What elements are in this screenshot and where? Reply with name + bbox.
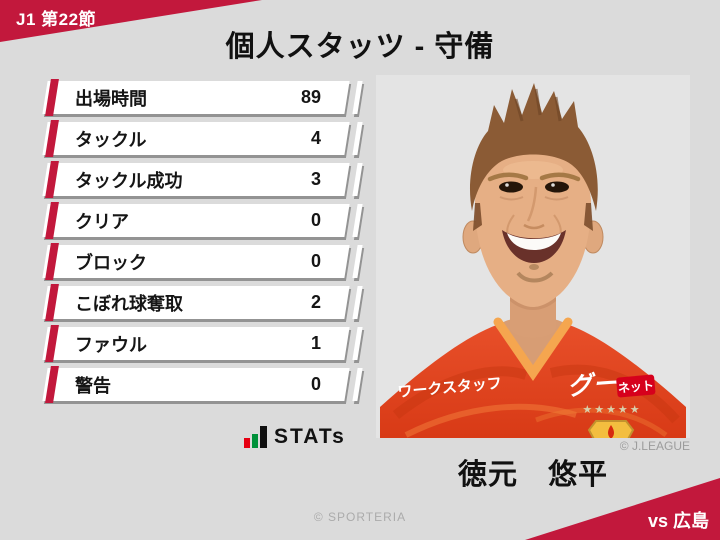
player-photo: ワークスタッフ グー ネット ★★★★★	[376, 75, 690, 438]
stat-row-content: タックル成功 3	[45, 163, 347, 196]
stat-bar-echo-strip	[352, 245, 363, 278]
stats-wordmark: STATs	[274, 425, 346, 448]
jersey-stars: ★★★★★	[582, 404, 641, 416]
stat-bar-echo-strip	[352, 286, 363, 319]
opponent-label: vs 広島	[647, 511, 709, 531]
stat-row: ファウル 1	[42, 325, 363, 362]
stat-value: 2	[310, 292, 321, 312]
stat-label: クリア	[75, 211, 129, 232]
stat-row-content: こぼれ球奪取 2	[45, 286, 347, 319]
sporteria-credit: © SPORTERIA	[313, 510, 407, 524]
stat-value: 0	[310, 374, 321, 394]
stat-row-content: ファウル 1	[45, 327, 347, 360]
bar-chart-icon-green-bar	[252, 434, 258, 448]
stat-row: 警告 0	[42, 366, 363, 403]
page-title: 個人スタッツ - 守備	[225, 31, 495, 63]
stat-label: ファウル	[75, 334, 147, 355]
player-name: 徳元 悠平	[457, 459, 608, 491]
stat-row: タックル 4	[42, 120, 363, 157]
stat-list: 出場時間 89 タックル 4 タックル成功 3 クリア 0	[42, 79, 363, 409]
jersey-sponsor-right-text: グー	[566, 369, 619, 400]
bar-chart-icon	[244, 426, 267, 448]
stat-row-content: 警告 0	[45, 368, 347, 401]
stats-brand-logo: STATs	[244, 424, 346, 448]
stat-bar-echo-strip	[352, 368, 363, 401]
stat-label: タックル	[75, 129, 147, 150]
stat-bar-echo-strip	[352, 327, 363, 360]
stat-row-content: タックル 4	[45, 122, 347, 155]
stat-label: タックル成功	[75, 170, 183, 191]
stat-label: 出場時間	[75, 88, 147, 109]
stat-value: 1	[310, 333, 321, 353]
jersey-sponsor-box-text: ネット	[617, 378, 654, 395]
stat-row-content: 出場時間 89	[45, 81, 347, 114]
bar-chart-icon-red-bar	[244, 438, 250, 448]
stat-bar-echo-strip	[352, 122, 363, 155]
stat-row: タックル成功 3	[42, 161, 363, 198]
stat-row: クリア 0	[42, 202, 363, 239]
stat-bar-echo-strip	[352, 163, 363, 196]
stat-row: こぼれ球奪取 2	[42, 284, 363, 321]
stat-value: 0	[310, 210, 321, 230]
stat-row-content: クリア 0	[45, 204, 347, 237]
stat-label: 警告	[75, 375, 111, 396]
stat-label: こぼれ球奪取	[75, 293, 183, 314]
stat-row: 出場時間 89	[42, 79, 363, 116]
stat-value: 0	[310, 251, 321, 271]
matchday-label: J1 第22節	[16, 10, 97, 29]
photo-credit: © J.LEAGUE	[619, 439, 690, 453]
stat-value: 3	[310, 169, 321, 189]
stat-label: ブロック	[75, 252, 147, 273]
bar-chart-icon-black-bar	[260, 426, 267, 448]
stat-value: 4	[310, 128, 321, 148]
stat-row-content: ブロック 0	[45, 245, 347, 278]
stat-bar-echo-strip	[352, 81, 363, 114]
player-portrait-illustration: ワークスタッフ グー ネット ★★★★★	[380, 83, 686, 438]
stat-row: ブロック 0	[42, 243, 363, 280]
stat-value: 89	[300, 87, 321, 107]
club-crest	[587, 420, 635, 438]
stat-bar-echo-strip	[352, 204, 363, 237]
jersey-sponsor-box	[616, 374, 656, 398]
